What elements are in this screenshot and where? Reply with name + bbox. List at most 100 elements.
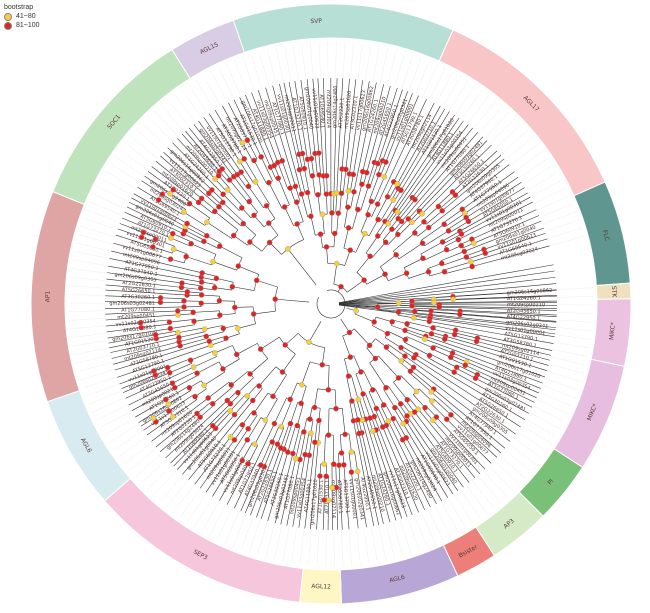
leaf-guide	[536, 398, 569, 415]
bootstrap-node	[287, 396, 293, 403]
bootstrap-node	[184, 289, 191, 295]
leaf-label: AT2G45650.1	[507, 308, 541, 315]
branch-line	[429, 318, 555, 337]
leaf-guide	[128, 447, 157, 472]
leaf-guide	[195, 79, 215, 111]
bootstrap-node	[167, 190, 174, 197]
leaf-label: AT1G69540.1	[318, 94, 326, 128]
branch-line	[343, 227, 349, 249]
bootstrap-node	[441, 268, 448, 275]
bootstrap-node	[186, 384, 193, 391]
bootstrap-node	[227, 434, 234, 440]
legend-swatch-high	[4, 21, 12, 30]
branch-line	[335, 464, 337, 488]
branch-line	[431, 391, 502, 454]
leaf-guide	[556, 296, 593, 298]
leaf-guide	[172, 483, 195, 513]
bootstrap-node	[450, 296, 456, 303]
leaf-guide	[105, 170, 137, 190]
bootstrap-node	[350, 171, 357, 178]
bootstrap-node	[138, 234, 145, 241]
branch-line	[301, 193, 309, 218]
branch-line	[253, 310, 276, 315]
leaf-guide	[435, 71, 453, 104]
leaf-guide	[408, 57, 422, 92]
leaf-guide	[292, 44, 299, 81]
bootstrap-node	[439, 208, 445, 214]
bootstrap-node	[323, 473, 329, 480]
branch-line	[409, 372, 432, 393]
bootstrap-node	[457, 311, 463, 318]
branch-line	[193, 356, 217, 368]
leaf-guide	[141, 122, 168, 148]
branch-line	[316, 476, 321, 530]
leaf-guide	[291, 527, 297, 563]
bootstrap-node	[244, 437, 251, 443]
branch-line	[333, 193, 335, 213]
bootstrap-node	[219, 166, 226, 172]
bootstrap-node	[338, 190, 345, 197]
branch-line	[190, 243, 216, 255]
bootstrap-node	[151, 368, 157, 374]
branch-line	[402, 439, 437, 505]
bootstrap-node	[379, 424, 386, 430]
branch-line	[341, 78, 350, 170]
branch-line	[236, 343, 258, 355]
branch-line	[318, 153, 321, 175]
bootstrap-node	[197, 285, 204, 291]
leaf-guide	[539, 391, 573, 407]
bootstrap-node	[382, 239, 389, 246]
branch-line	[388, 331, 406, 340]
bootstrap-node	[426, 318, 433, 325]
clade-label: AGL6	[389, 574, 406, 585]
leaf-guide	[209, 504, 227, 537]
bootstrap-node	[150, 244, 156, 250]
branch-line	[398, 199, 416, 220]
bootstrap-node	[290, 450, 296, 457]
clade-ring	[30, 3, 632, 605]
bootstrap-node	[381, 174, 388, 180]
branch-line	[284, 206, 294, 226]
branch-line	[356, 256, 371, 273]
branch-line	[436, 416, 486, 470]
branch-line	[106, 278, 182, 288]
branch-line	[384, 114, 455, 222]
branch-line	[476, 341, 550, 361]
branch-line	[119, 370, 154, 385]
branch-line	[107, 328, 171, 339]
leaf-guide	[533, 187, 566, 204]
bootstrap-node	[461, 248, 468, 255]
branch-line	[368, 219, 379, 236]
branch-line	[459, 314, 557, 323]
bootstrap-node	[372, 355, 379, 362]
branch-line	[397, 106, 441, 184]
bootstrap-node	[183, 253, 189, 260]
branch-line	[158, 199, 183, 215]
bootstrap-node	[436, 304, 443, 310]
branch-line	[312, 175, 316, 196]
bootstrap-node	[137, 319, 144, 326]
branch-line	[201, 198, 217, 211]
leaf-guide	[224, 510, 240, 544]
branch-line	[249, 358, 268, 375]
branch-line	[398, 242, 423, 260]
bootstrap-node	[238, 169, 244, 175]
bootstrap-node	[392, 404, 398, 411]
bootstrap-node	[245, 461, 251, 467]
leaf-guide	[539, 203, 574, 218]
branch-line	[414, 411, 470, 484]
branch-line	[328, 365, 330, 390]
branch-line	[326, 194, 328, 215]
branch-line	[465, 364, 537, 399]
branch-line	[271, 425, 280, 443]
clade-label: FLC	[601, 229, 610, 241]
bootstrap-node	[351, 189, 357, 195]
branch-line	[168, 390, 192, 405]
branch-line	[395, 218, 409, 233]
bootstrap-node	[150, 415, 157, 422]
leaf-guide	[134, 453, 162, 478]
branch-line	[322, 214, 325, 234]
bootstrap-node	[443, 416, 450, 422]
leaf-guide	[108, 423, 140, 444]
branch-line	[244, 466, 265, 514]
